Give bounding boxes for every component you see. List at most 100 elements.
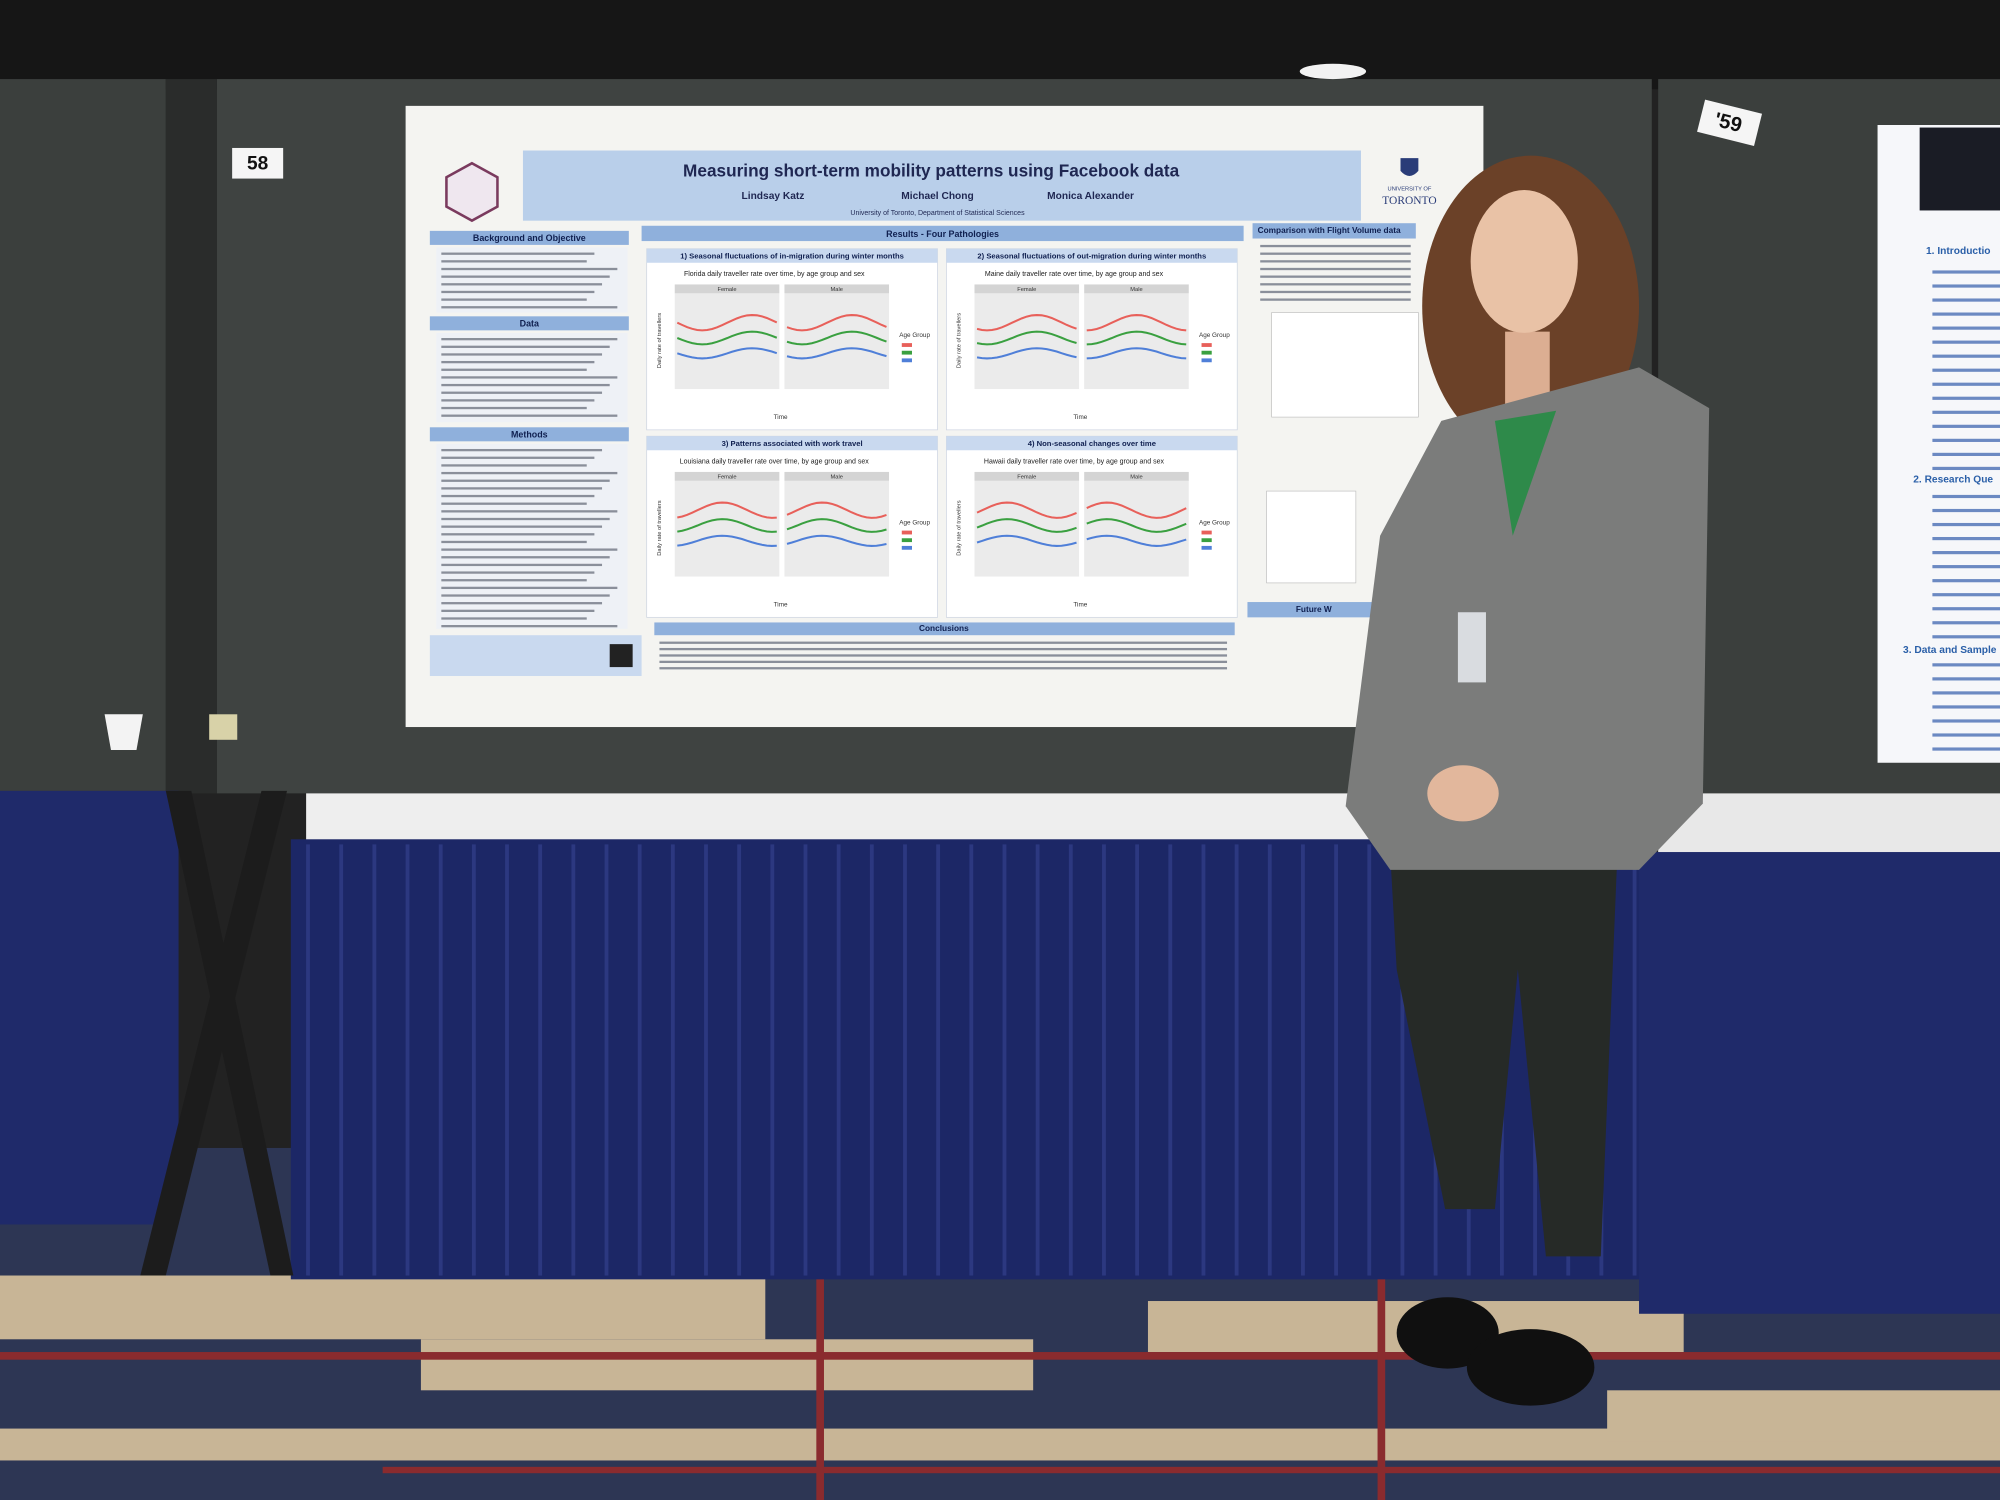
text-line: [441, 290, 595, 294]
text-line: [441, 502, 587, 505]
label: UNIVERSITY OF: [1388, 186, 1432, 192]
panel-heading: [646, 248, 938, 263]
label: 58: [247, 154, 269, 175]
label: Monica Alexander: [1047, 191, 1134, 202]
label: 1. Introductio: [1926, 246, 1991, 257]
text-line: [1932, 340, 2000, 344]
label: Florida daily traveller rate over time, …: [684, 271, 865, 278]
text-line: [1932, 382, 2000, 386]
facet: [784, 480, 890, 577]
skirt-fold: [538, 844, 543, 1276]
skirt-fold: [869, 844, 874, 1276]
text-line: [1932, 691, 2000, 695]
label: Time: [1073, 601, 1087, 608]
trend-line: [1086, 314, 1187, 332]
skirt-fold: [604, 844, 609, 1276]
text-line: [441, 494, 595, 498]
facet-strip: [784, 284, 890, 294]
text-line: [1932, 466, 2000, 471]
skirt-fold: [936, 844, 941, 1276]
qr-box: [429, 635, 642, 677]
label: University of Toronto, Department of Sta…: [850, 210, 1025, 217]
text-line: [1932, 536, 2000, 541]
label: TORONTO: [1382, 195, 1436, 207]
logo-left: [445, 161, 499, 223]
text-line: [441, 548, 618, 551]
legend-key: [901, 530, 912, 535]
skirt-fold: [1002, 844, 1007, 1276]
legend-key: [1201, 358, 1212, 363]
booth-sign: [232, 147, 284, 179]
text-line: [1932, 607, 2000, 611]
carpet-line: [1377, 1275, 1386, 1500]
text-line: [1932, 368, 2000, 372]
label: Maine daily traveller rate over time, by…: [985, 271, 1164, 278]
text-line: [441, 464, 587, 467]
legend-key: [901, 545, 912, 550]
text-line: [659, 667, 1228, 670]
label: Daily rate of travellers: [657, 313, 663, 368]
badge: [1457, 612, 1486, 683]
booth-sign: [1697, 99, 1763, 146]
panel-heading: [646, 436, 938, 451]
text-line: [441, 448, 603, 452]
label: 3. Data and Sample: [1903, 645, 1997, 656]
section-box: [436, 443, 628, 629]
label: Methods: [511, 429, 548, 439]
trend-line: [1086, 518, 1187, 533]
text-line: [441, 563, 603, 567]
skirt-fold: [1334, 844, 1339, 1276]
text-line: [441, 479, 610, 482]
section-heading: [429, 316, 629, 331]
skirt-fold: [704, 844, 708, 1276]
label: Results - Four Pathologies: [886, 229, 999, 239]
trend-line: [1086, 330, 1187, 346]
label: Male: [1130, 475, 1142, 481]
label: Age Group: [1199, 520, 1230, 527]
text-line: [441, 353, 603, 356]
label: Daily rate of travellers: [657, 500, 663, 555]
trend-line: [786, 501, 887, 519]
label: Male: [1130, 287, 1142, 293]
text-line: [441, 517, 610, 521]
text-line: [441, 525, 603, 528]
text-line: [1260, 298, 1411, 301]
text-line: [441, 306, 618, 309]
carpet-line: [382, 1466, 2000, 1474]
text-line: [441, 275, 610, 278]
text-line: [441, 345, 610, 348]
facet: [674, 480, 780, 577]
label: Male: [831, 475, 843, 481]
top: [1494, 410, 1557, 536]
label: Michael Chong: [901, 191, 973, 202]
label: Time: [774, 414, 788, 421]
trend-line: [976, 501, 1077, 519]
label: Conclusions: [919, 623, 969, 633]
facet: [784, 293, 890, 390]
label: 3) Patterns associated with work travel: [722, 439, 863, 448]
label: Lindsay Katz: [742, 191, 805, 202]
text-line: [1932, 747, 2000, 751]
text-line: [441, 376, 618, 379]
facet-strip: [974, 284, 1080, 294]
facet-strip: [674, 471, 780, 481]
skirt-fold: [1102, 844, 1106, 1276]
trend-line: [677, 501, 777, 519]
skirt-fold: [306, 844, 310, 1276]
table-left: [0, 790, 179, 1225]
skirt-fold: [571, 844, 576, 1276]
text-line: [1932, 579, 2000, 583]
label: Daily rate of travellers: [957, 313, 963, 368]
text-line: [441, 617, 587, 620]
skirt-fold: [1367, 844, 1372, 1276]
skirt-fold: [372, 844, 377, 1276]
label: 4) Non-seasonal changes over time: [1028, 439, 1156, 448]
label: Female: [718, 287, 737, 293]
carpet-stripe: [420, 1339, 1034, 1391]
booth-sign: '59: [1697, 99, 1763, 146]
text-line: [441, 556, 610, 559]
text-line: [1932, 705, 2000, 709]
text-line: [441, 602, 603, 605]
label: Age Group: [899, 520, 930, 527]
text-line: [1932, 663, 2000, 667]
